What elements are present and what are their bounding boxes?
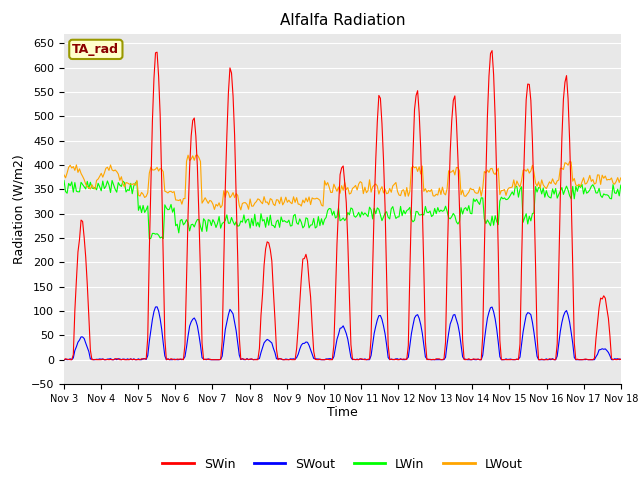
SWout bbox=[305, 342, 313, 348]
SWout bbox=[60, 357, 68, 362]
LWout bbox=[257, 199, 265, 205]
LWout bbox=[307, 202, 314, 207]
Line: LWout: LWout bbox=[64, 155, 621, 210]
SWout bbox=[255, 356, 263, 361]
SWout bbox=[588, 357, 595, 362]
SWout bbox=[129, 357, 136, 362]
Legend: SWin, SWout, LWin, LWout: SWin, SWout, LWin, LWout bbox=[157, 453, 527, 476]
SWin bbox=[60, 357, 68, 362]
LWin bbox=[60, 178, 68, 183]
SWin bbox=[226, 65, 234, 71]
LWout bbox=[60, 172, 68, 178]
SWin bbox=[244, 357, 252, 362]
Y-axis label: Radiation (W/m2): Radiation (W/m2) bbox=[12, 154, 26, 264]
LWin bbox=[617, 182, 625, 188]
LWout bbox=[129, 181, 136, 187]
LWout bbox=[237, 207, 244, 213]
LWout bbox=[589, 177, 596, 182]
LWin bbox=[307, 222, 314, 228]
LWout bbox=[617, 175, 625, 181]
Text: TA_rad: TA_rad bbox=[72, 43, 119, 56]
SWin bbox=[488, 48, 496, 53]
LWin bbox=[130, 183, 138, 189]
Line: SWout: SWout bbox=[64, 307, 621, 360]
SWout bbox=[246, 357, 254, 362]
LWout bbox=[228, 193, 236, 199]
LWin bbox=[589, 182, 596, 188]
Line: SWin: SWin bbox=[64, 50, 621, 360]
Line: LWin: LWin bbox=[64, 180, 621, 239]
SWout bbox=[228, 309, 236, 314]
LWout bbox=[248, 203, 255, 209]
SWout bbox=[153, 304, 161, 310]
LWin bbox=[257, 211, 265, 216]
LWout bbox=[193, 152, 201, 158]
Title: Alfalfa Radiation: Alfalfa Radiation bbox=[280, 13, 405, 28]
SWin bbox=[303, 258, 311, 264]
X-axis label: Time: Time bbox=[327, 407, 358, 420]
LWin bbox=[248, 216, 255, 221]
LWin bbox=[145, 236, 153, 242]
SWout bbox=[617, 356, 625, 362]
LWin bbox=[108, 178, 116, 183]
SWin bbox=[588, 357, 595, 362]
SWin bbox=[129, 357, 136, 362]
SWin bbox=[617, 357, 625, 362]
SWin bbox=[254, 357, 262, 362]
LWin bbox=[229, 219, 237, 225]
